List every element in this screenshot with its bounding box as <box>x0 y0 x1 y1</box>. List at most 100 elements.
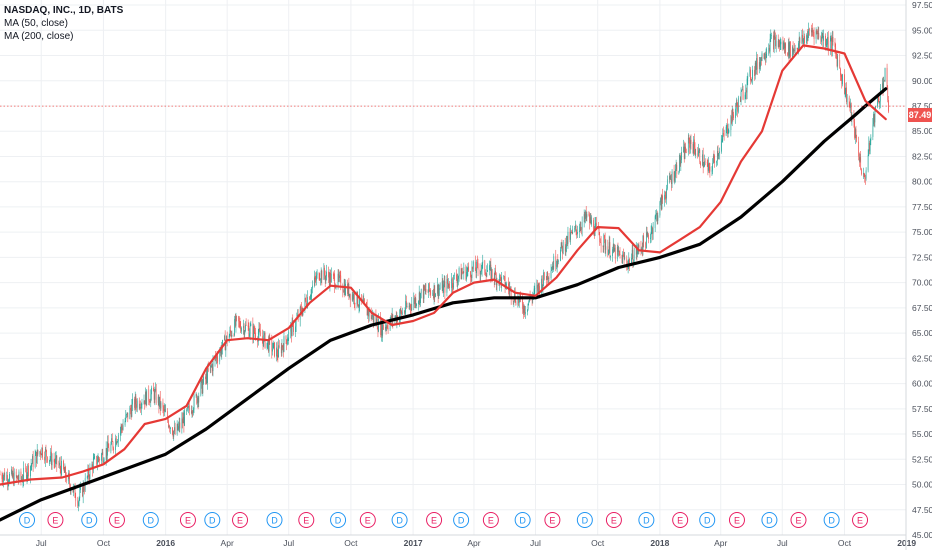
candle-body <box>835 42 836 47</box>
candle-body <box>656 213 657 215</box>
earnings-marker-label: E <box>795 516 801 526</box>
candle-body <box>707 162 708 163</box>
candle-body <box>618 251 619 252</box>
last-price-tag: 87.49 <box>908 108 932 122</box>
candle-body <box>538 283 539 291</box>
candle-body <box>139 401 140 408</box>
candle-body <box>802 35 803 42</box>
candle-body <box>457 279 458 283</box>
candle-body <box>836 53 837 56</box>
candle-body <box>690 140 691 148</box>
candle-body <box>770 39 771 52</box>
candle-body <box>250 324 251 326</box>
candle-body <box>769 48 770 52</box>
candle-body <box>856 138 857 142</box>
candle-body <box>563 242 564 253</box>
earnings-marker-label: E <box>114 516 120 526</box>
candle-body <box>282 345 283 353</box>
candle-body <box>309 297 310 299</box>
candle-body <box>82 487 83 496</box>
candle-body <box>277 348 278 355</box>
candle-body <box>197 398 198 404</box>
candle-body <box>761 58 762 61</box>
y-tick-label: 95.00 <box>912 25 932 35</box>
candle-body <box>211 365 212 366</box>
candle-body <box>141 404 142 408</box>
candle-body <box>367 310 368 315</box>
candle-body <box>447 279 448 284</box>
candle-body <box>626 258 627 264</box>
candle-body <box>858 142 859 157</box>
candle-body <box>354 294 355 303</box>
candle-body <box>456 275 457 279</box>
candle-body <box>435 294 436 297</box>
candle-body <box>145 392 146 404</box>
candle-body <box>73 490 74 492</box>
candle-body <box>250 326 251 333</box>
candle-body <box>681 160 682 164</box>
candle-body <box>632 250 633 265</box>
candle-body <box>470 271 471 277</box>
candle-body <box>272 349 273 351</box>
candle-body <box>17 476 18 479</box>
candle-body <box>75 498 76 501</box>
earnings-marker-label: E <box>52 516 58 526</box>
candle-body <box>487 270 488 272</box>
candle-body <box>259 328 260 335</box>
x-tick-label: Jul <box>530 538 541 548</box>
candle-body <box>423 289 424 299</box>
candle-body <box>741 90 742 92</box>
candle-body <box>651 227 652 231</box>
candle-body <box>41 455 42 456</box>
candle-body <box>650 238 651 239</box>
candle-body <box>159 397 160 407</box>
ma50-line <box>0 45 886 484</box>
candle-body <box>330 273 331 285</box>
candle-body <box>542 279 543 290</box>
candle-body <box>158 397 159 403</box>
candle-body <box>3 477 4 482</box>
candle-body <box>718 153 719 156</box>
candle-body <box>51 452 52 465</box>
candle-body <box>806 35 807 43</box>
candle-body <box>443 281 444 293</box>
candle-body <box>404 312 405 313</box>
candle-body <box>847 98 848 102</box>
candle-body <box>812 30 813 32</box>
candle-body <box>343 292 344 293</box>
candle-body <box>413 298 414 304</box>
candle-body <box>600 242 601 243</box>
candle-body <box>198 395 199 402</box>
dividend-marker-label: D <box>643 516 650 526</box>
candle-body <box>400 309 401 315</box>
candle-body <box>452 279 453 287</box>
candle-body <box>368 310 369 316</box>
candle-body <box>613 244 614 249</box>
candle-body <box>683 147 684 152</box>
candle-body <box>580 227 581 229</box>
candle-body <box>803 39 804 42</box>
candle-body <box>202 384 203 394</box>
candle-body <box>150 402 151 403</box>
candle-body <box>728 133 729 134</box>
candle-body <box>219 353 220 361</box>
candle-body <box>40 451 41 454</box>
candle-body <box>760 58 761 67</box>
candle-body <box>605 238 606 249</box>
candle-body <box>704 161 705 166</box>
candle-body <box>814 32 815 39</box>
candle-body <box>674 178 675 181</box>
candle-body <box>31 464 32 465</box>
candle-body <box>279 345 280 347</box>
candle-body <box>712 170 713 171</box>
candle-body <box>173 431 174 436</box>
candle-body <box>183 417 184 423</box>
candle-body <box>342 288 343 291</box>
candle-body <box>732 109 733 123</box>
candle-body <box>353 294 354 299</box>
candle-body <box>610 242 611 257</box>
candle-body <box>28 466 29 477</box>
candle-body <box>566 236 567 247</box>
